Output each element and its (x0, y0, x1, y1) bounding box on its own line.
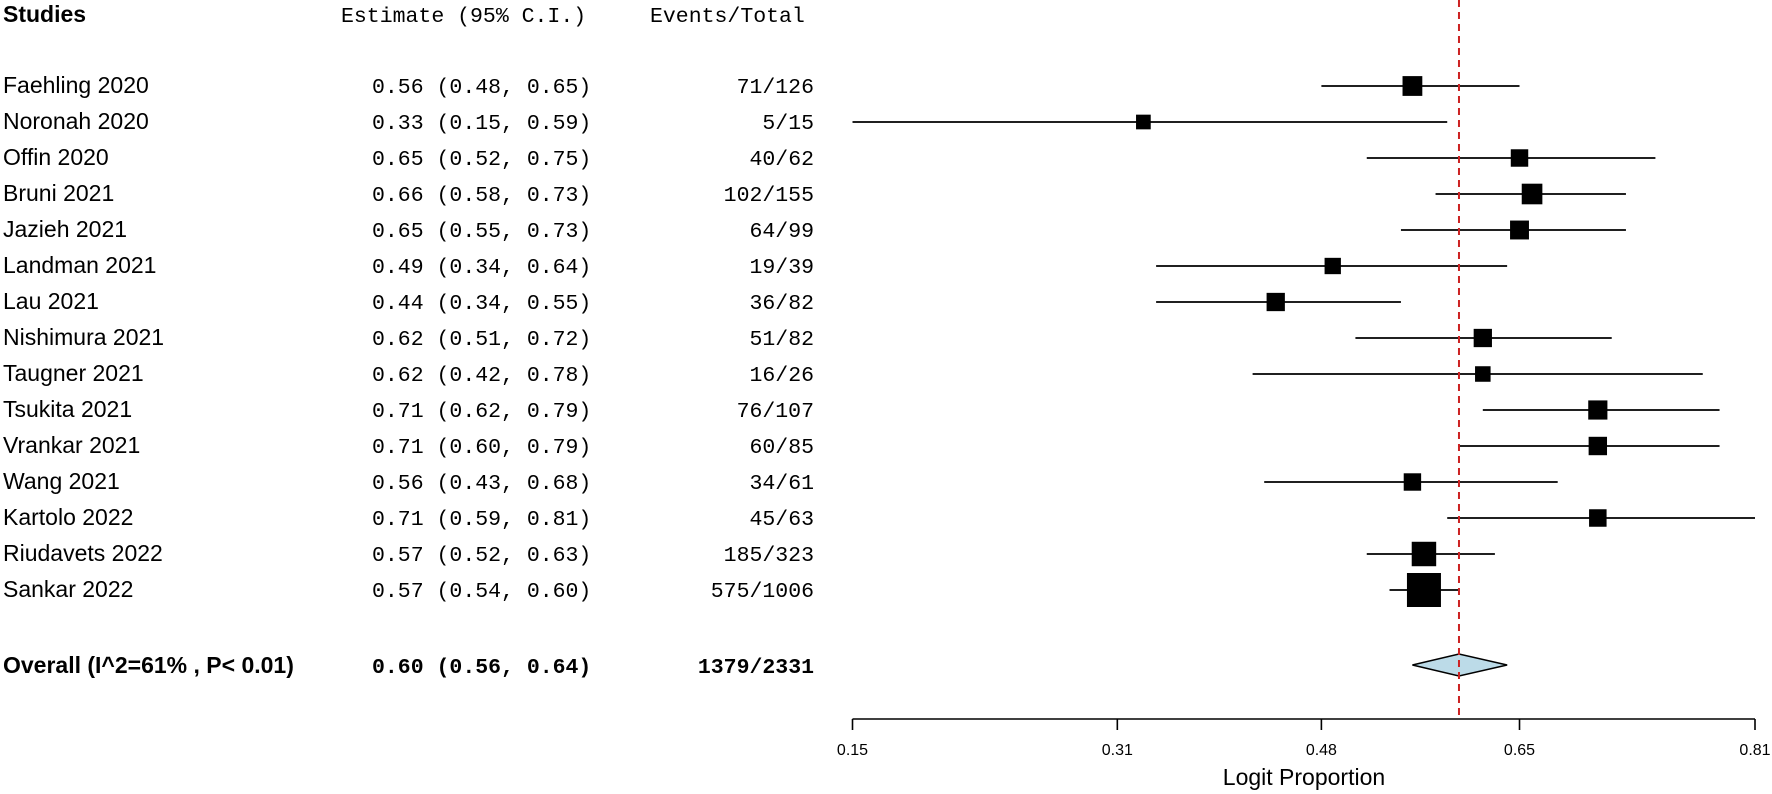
study-row: Wang 2021 0.56 (0.43, 0.68) 34/61 (3, 468, 1558, 496)
study-events: 36/82 (749, 292, 814, 316)
header-studies: Studies (3, 1, 86, 27)
study-estimate: 0.49 (0.34, 0.64) (372, 256, 591, 280)
study-row: Nishimura 2021 0.62 (0.51, 0.72) 51/82 (3, 324, 1612, 352)
study-events: 64/99 (749, 220, 814, 244)
study-estimate: 0.65 (0.55, 0.73) (372, 220, 591, 244)
study-events: 5/15 (762, 112, 814, 136)
study-estimate: 0.71 (0.60, 0.79) (372, 436, 591, 460)
study-label: Noronah 2020 (3, 108, 149, 134)
overall-row: Overall (I^2=61% , P< 0.01) 0.60 (0.56, 0… (3, 652, 1508, 680)
study-label: Riudavets 2022 (3, 540, 163, 566)
study-row: Offin 2020 0.65 (0.52, 0.75) 40/62 (3, 144, 1656, 172)
study-label: Faehling 2020 (3, 72, 149, 98)
study-estimate: 0.71 (0.62, 0.79) (372, 400, 591, 424)
study-events: 19/39 (749, 256, 814, 280)
study-label: Wang 2021 (3, 468, 120, 494)
estimate-marker (1403, 473, 1422, 491)
study-label: Tsukita 2021 (3, 396, 132, 422)
study-events: 60/85 (749, 436, 814, 460)
study-row: Taugner 2021 0.62 (0.42, 0.78) 16/26 (3, 360, 1703, 388)
study-events: 40/62 (749, 148, 814, 172)
study-events: 102/155 (724, 184, 814, 208)
estimate-marker (1266, 292, 1285, 312)
estimate-marker (1475, 366, 1491, 382)
x-axis-label: Logit Proportion (1223, 764, 1385, 790)
estimate-marker (1402, 76, 1423, 96)
estimate-marker (1589, 509, 1607, 527)
study-estimate: 0.62 (0.51, 0.72) (372, 328, 591, 352)
estimate-marker (1521, 183, 1543, 205)
estimate-marker (1588, 400, 1608, 420)
study-label: Landman 2021 (3, 252, 156, 278)
study-label: Kartolo 2022 (3, 504, 133, 530)
study-label: Bruni 2021 (3, 180, 114, 206)
x-tick-label: 0.81 (1739, 742, 1770, 759)
study-row: Faehling 2020 0.56 (0.48, 0.65) 71/126 (3, 72, 1520, 100)
estimate-marker (1411, 541, 1437, 567)
study-estimate: 0.65 (0.52, 0.75) (372, 148, 591, 172)
study-row: Lau 2021 0.44 (0.34, 0.55) 36/82 (3, 288, 1401, 316)
study-label: Taugner 2021 (3, 360, 144, 386)
study-row: Vrankar 2021 0.71 (0.60, 0.79) 60/85 (3, 432, 1720, 460)
study-row: Riudavets 2022 0.57 (0.52, 0.63) 185/323 (3, 540, 1495, 568)
estimate-marker (1510, 149, 1529, 167)
study-row: Tsukita 2021 0.71 (0.62, 0.79) 76/107 (3, 396, 1720, 424)
study-row: Jazieh 2021 0.65 (0.55, 0.73) 64/99 (3, 216, 1626, 244)
study-label: Lau 2021 (3, 288, 99, 314)
study-row: Sankar 2022 0.57 (0.54, 0.60) 575/1006 (3, 573, 1459, 607)
study-events: 16/26 (749, 364, 814, 388)
study-events: 51/82 (749, 328, 814, 352)
study-row: Landman 2021 0.49 (0.34, 0.64) 19/39 (3, 252, 1508, 280)
estimate-marker (1473, 328, 1492, 348)
study-row: Bruni 2021 0.66 (0.58, 0.73) 102/155 (3, 180, 1626, 208)
study-estimate: 0.66 (0.58, 0.73) (372, 184, 591, 208)
study-label: Sankar 2022 (3, 576, 133, 602)
study-label: Nishimura 2021 (3, 324, 164, 350)
study-rows: Faehling 2020 0.56 (0.48, 0.65) 71/126 Noro… (3, 72, 1755, 607)
overall-estimate: 0.60 (0.56, 0.64) (372, 656, 591, 680)
estimate-marker (1136, 114, 1151, 130)
study-events: 34/61 (749, 472, 814, 496)
study-estimate: 0.56 (0.48, 0.65) (372, 76, 591, 100)
x-axis: 0.15 0.31 0.48 0.65 0.81 (837, 718, 1771, 759)
study-label: Jazieh 2021 (3, 216, 127, 242)
estimate-marker (1324, 257, 1341, 275)
header-events: Events/Total (650, 5, 805, 29)
study-estimate: 0.33 (0.15, 0.59) (372, 112, 591, 136)
study-events: 76/107 (737, 400, 814, 424)
header-estimate: Estimate (95% C.I.) (341, 5, 586, 29)
study-estimate: 0.44 (0.34, 0.55) (372, 292, 591, 316)
study-estimate: 0.56 (0.43, 0.68) (372, 472, 591, 496)
study-estimate: 0.71 (0.59, 0.81) (372, 508, 591, 532)
study-events: 71/126 (737, 76, 814, 100)
overall-label: Overall (I^2=61% , P< 0.01) (3, 652, 294, 678)
x-tick-label: 0.48 (1306, 742, 1337, 759)
overall-events: 1379/2331 (698, 656, 814, 680)
study-row: Kartolo 2022 0.71 (0.59, 0.81) 45/63 (3, 504, 1755, 532)
study-events: 575/1006 (711, 580, 814, 604)
study-estimate: 0.57 (0.52, 0.63) (372, 544, 591, 568)
study-label: Offin 2020 (3, 144, 109, 170)
study-estimate: 0.57 (0.54, 0.60) (372, 580, 591, 604)
x-tick-label: 0.65 (1504, 742, 1535, 759)
study-events: 185/323 (724, 544, 814, 568)
x-tick-label: 0.31 (1102, 742, 1133, 759)
study-estimate: 0.62 (0.42, 0.78) (372, 364, 591, 388)
study-events: 45/63 (749, 508, 814, 532)
estimate-marker (1588, 436, 1608, 456)
x-tick-label: 0.15 (837, 742, 868, 759)
study-label: Vrankar 2021 (3, 432, 140, 458)
estimate-marker (1406, 573, 1441, 607)
estimate-marker (1510, 220, 1529, 240)
study-row: Noronah 2020 0.33 (0.15, 0.59) 5/15 (3, 108, 1448, 136)
